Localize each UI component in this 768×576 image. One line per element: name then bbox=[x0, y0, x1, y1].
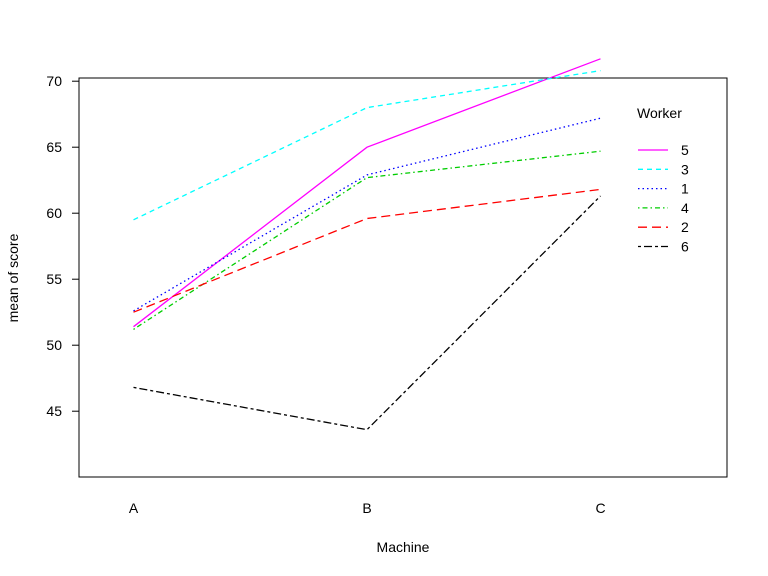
y-axis: 45 50 55 60 65 70 bbox=[46, 73, 79, 419]
legend: Worker 5 3 1 4 2 6 bbox=[637, 105, 689, 255]
legend-label-worker-5: 5 bbox=[681, 142, 689, 158]
x-tick-label: A bbox=[129, 500, 139, 516]
legend-title: Worker bbox=[637, 105, 682, 121]
legend-label-worker-3: 3 bbox=[681, 161, 689, 177]
y-tick-label: 65 bbox=[46, 139, 62, 155]
series-line-worker-3 bbox=[133, 69, 601, 221]
legend-label-worker-4: 4 bbox=[681, 200, 689, 216]
x-tick-label: B bbox=[362, 500, 371, 516]
series-line-worker-6 bbox=[133, 195, 601, 431]
y-axis-title: mean of score bbox=[5, 233, 21, 322]
x-axis-title: Machine bbox=[377, 539, 430, 555]
x-axis: A B C bbox=[129, 500, 606, 516]
y-tick-label: 45 bbox=[46, 403, 62, 419]
legend-label-worker-6: 6 bbox=[681, 239, 689, 255]
x-tick-label: C bbox=[595, 500, 605, 516]
y-tick-label: 50 bbox=[46, 337, 62, 353]
series-line-worker-5 bbox=[133, 58, 601, 328]
series-lines bbox=[133, 58, 601, 431]
plot-box bbox=[78, 77, 728, 478]
y-tick-label: 70 bbox=[46, 73, 62, 89]
y-tick-label: 60 bbox=[46, 205, 62, 221]
series-line-worker-2 bbox=[133, 188, 601, 313]
y-tick-label: 55 bbox=[46, 271, 62, 287]
series-line-worker-1 bbox=[133, 117, 601, 312]
legend-label-worker-2: 2 bbox=[681, 219, 689, 235]
legend-label-worker-1: 1 bbox=[681, 181, 689, 197]
series-line-worker-4 bbox=[133, 150, 601, 330]
